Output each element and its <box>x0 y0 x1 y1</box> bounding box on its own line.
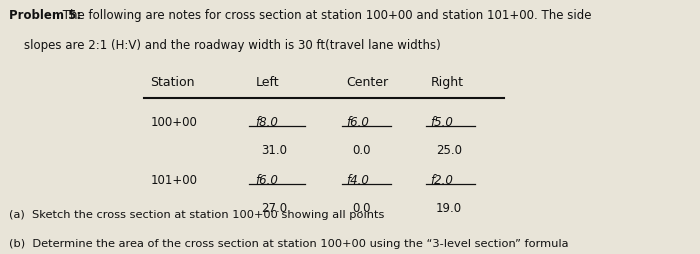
Text: 25.0: 25.0 <box>436 144 462 156</box>
Text: 19.0: 19.0 <box>436 202 462 215</box>
Text: 100+00: 100+00 <box>150 116 197 129</box>
Text: f6.0: f6.0 <box>256 174 279 187</box>
Text: f2.0: f2.0 <box>430 174 454 187</box>
Text: Center: Center <box>346 76 389 89</box>
Text: slopes are 2:1 (H:V) and the roadway width is 30 ft(travel lane widths): slopes are 2:1 (H:V) and the roadway wid… <box>9 39 441 52</box>
Text: 101+00: 101+00 <box>150 174 197 187</box>
Text: Problem 5:: Problem 5: <box>9 9 81 22</box>
Text: Station: Station <box>150 76 195 89</box>
Text: f8.0: f8.0 <box>256 116 279 129</box>
Text: f5.0: f5.0 <box>430 116 454 129</box>
Text: (a)  Sketch the cross section at station 100+00 showing all points: (a) Sketch the cross section at station … <box>9 210 384 219</box>
Text: 31.0: 31.0 <box>261 144 287 156</box>
Text: Left: Left <box>256 76 279 89</box>
Text: 27.0: 27.0 <box>261 202 287 215</box>
Text: f4.0: f4.0 <box>346 174 370 187</box>
Text: The following are notes for cross section at station 100+00 and station 101+00. : The following are notes for cross sectio… <box>60 9 592 22</box>
Text: (b)  Determine the area of the cross section at station 100+00 using the “3-leve: (b) Determine the area of the cross sect… <box>9 239 568 249</box>
Text: Right: Right <box>430 76 463 89</box>
Text: 0.0: 0.0 <box>352 144 370 156</box>
Text: f6.0: f6.0 <box>346 116 370 129</box>
Text: 0.0: 0.0 <box>352 202 370 215</box>
